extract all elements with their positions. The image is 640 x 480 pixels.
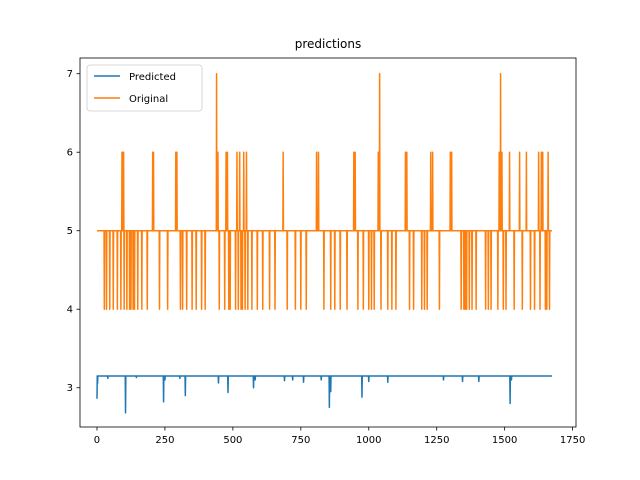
x-axis: 0 250 500 750 1000 1250 1500 1750 [94, 427, 585, 446]
legend-label-original: Original [129, 94, 168, 105]
x-tick-label: 250 [155, 435, 174, 446]
y-tick-label: 6 [67, 148, 73, 159]
x-tick-label: 1000 [356, 435, 381, 446]
y-tick-label: 4 [67, 305, 73, 316]
plot-frame [79, 57, 577, 428]
y-tick-label: 3 [67, 383, 73, 394]
legend: Predicted Original [86, 64, 203, 112]
series-line-original [96, 72, 552, 310]
x-tick-label: 1500 [492, 435, 517, 446]
y-tick-label: 7 [67, 69, 73, 80]
series-layer [96, 72, 552, 414]
y-tick-label: 5 [67, 226, 73, 237]
y-axis: 3 4 5 6 7 [67, 69, 80, 394]
chart-title: predictions [295, 37, 361, 51]
series-line-predicted [96, 375, 552, 414]
x-tick-label: 1250 [424, 435, 449, 446]
legend-label-predicted: Predicted [129, 72, 176, 83]
x-tick-label: 1750 [560, 435, 585, 446]
x-tick-label: 750 [291, 435, 310, 446]
x-tick-label: 500 [223, 435, 242, 446]
x-tick-label: 0 [94, 435, 100, 446]
